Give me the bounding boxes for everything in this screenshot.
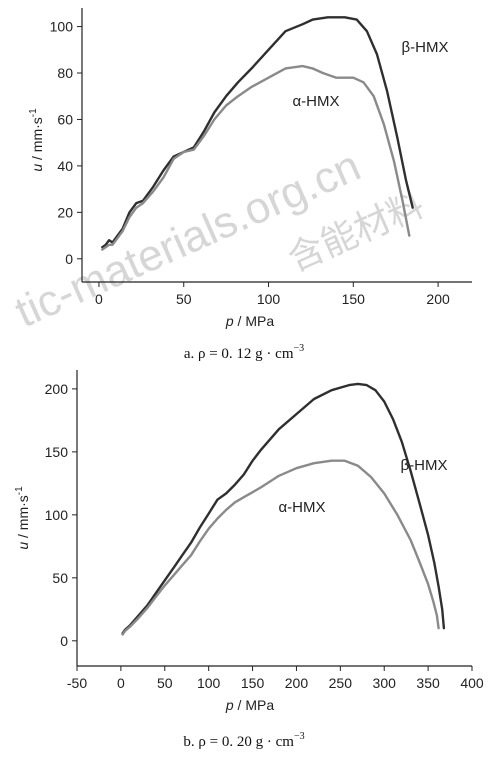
y-tick-label: 80 [57,65,73,81]
series-label-alpha-hmx: α-HMX [279,499,326,516]
y-axis-label: u / mm·s-1 [14,486,31,550]
y-tick-label: 100 [45,507,69,523]
x-axis-label: p / MPa [225,313,274,329]
x-tick-label: 350 [416,675,440,691]
y-tick-label: 50 [52,570,68,586]
x-tick-label: -50 [67,675,87,691]
y-tick-label: 40 [57,158,73,174]
series-label-beta-hmx: β-HMX [402,39,449,56]
x-tick-label: 200 [426,291,450,307]
x-axis-label-unit: / MPa [234,697,275,713]
x-tick-label: 300 [373,675,397,691]
x-tick-label: 100 [197,675,221,691]
x-tick-label: 150 [342,291,366,307]
x-tick-label: 250 [329,675,353,691]
x-tick-label: 400 [460,675,484,691]
y-tick-label: 200 [45,381,69,397]
figure-caption-sup: −3 [294,731,305,742]
x-axis-label-unit: / MPa [234,313,275,329]
x-tick-label: 0 [117,675,125,691]
series-line-alpha-hmx [101,64,411,251]
y-axis-label-var: u [15,542,31,550]
x-axis-label: p / MPa [225,697,274,713]
chart-a: 0 50 100 150 200 0 20 40 60 80 100 p / MPa u / mm·s-… [28,8,472,362]
y-axis-label-sup: -1 [14,486,25,495]
x-axis-label-var: p [225,697,234,713]
series-line-alpha-hmx [121,459,440,636]
x-tick-label: 100 [257,291,281,307]
figure-caption: a. ρ = 0. 12 g · cm−3 [184,343,304,362]
y-axis-label-unit: / mm·s [15,495,31,542]
figure-caption-sup: −3 [294,343,305,354]
x-axis-label-var: p [225,313,234,329]
y-axis-label-unit: / mm·s [29,117,45,164]
series-label-beta-hmx: β-HMX [401,457,448,474]
figure-caption-text: b. ρ = 0. 20 g · cm [183,734,294,750]
figure-caption: b. ρ = 0. 20 g · cm−3 [183,731,304,750]
y-tick-label: 0 [60,633,68,649]
x-tick-label: 150 [241,675,265,691]
y-axis-label-var: u [29,164,45,172]
y-axis-label-sup: -1 [28,108,39,117]
x-tick-label: 50 [176,291,192,307]
y-axis-label: u / mm·s-1 [28,108,45,172]
x-tick-label: 0 [95,291,103,307]
series-label-alpha-hmx: α-HMX [293,93,340,110]
y-tick-label: 60 [57,111,73,127]
chart-b: -50 0 50 100 150 200 250 300 350 400 0 50 100 150 200 p… [14,370,484,750]
x-tick-label: 200 [285,675,309,691]
series-line-beta-hmx [121,382,446,635]
y-tick-label: 0 [65,251,73,267]
y-tick-label: 150 [45,444,69,460]
x-tick-label: 50 [157,675,173,691]
y-tick-label: 100 [50,19,74,35]
figure-caption-text: a. ρ = 0. 12 g · cm [184,346,294,362]
y-tick-label: 20 [57,204,73,220]
